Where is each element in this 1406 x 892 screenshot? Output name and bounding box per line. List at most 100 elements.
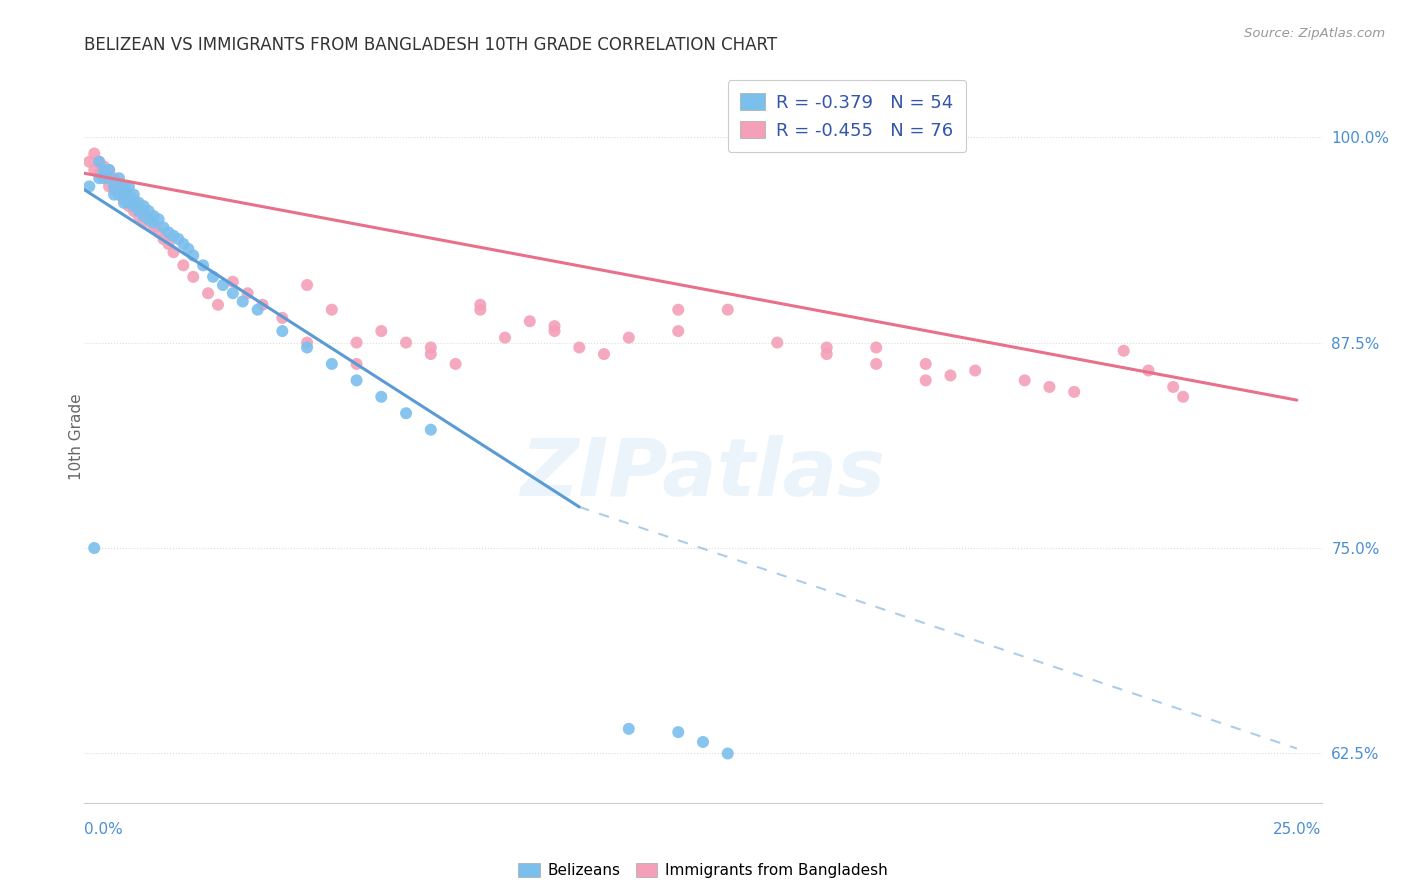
Point [98, 163, 121, 178]
Point [162, 228, 184, 243]
Point [1161, 380, 1184, 394]
Point [766, 335, 789, 350]
Point [232, 294, 254, 309]
Point [138, 204, 160, 219]
Point [128, 204, 150, 219]
Point [132, 216, 155, 230]
Point [295, 335, 318, 350]
Point [202, 269, 225, 284]
Point [181, 248, 204, 262]
Point [103, 187, 125, 202]
Point [142, 209, 165, 223]
Point [666, 324, 689, 338]
Point [93, 163, 115, 178]
Point [370, 324, 392, 338]
Point [148, 226, 170, 240]
Point [167, 232, 190, 246]
Point [83, 163, 105, 178]
Point [346, 373, 368, 387]
Text: 0.0%: 0.0% [84, 822, 124, 837]
Point [152, 220, 174, 235]
Legend: Belizeans, Immigrants from Bangladesh: Belizeans, Immigrants from Bangladesh [512, 857, 894, 885]
Text: ZIPatlas: ZIPatlas [520, 434, 886, 513]
Point [157, 236, 180, 251]
Point [666, 302, 689, 317]
Point [108, 187, 131, 202]
Point [142, 220, 165, 235]
Point [470, 302, 492, 317]
Point [112, 179, 135, 194]
Point [543, 319, 565, 334]
Point [157, 226, 180, 240]
Point [207, 298, 229, 312]
Point [103, 179, 125, 194]
Point [93, 171, 115, 186]
Point [197, 286, 219, 301]
Point [118, 187, 141, 202]
Point [172, 258, 194, 272]
Point [568, 341, 591, 355]
Point [395, 406, 418, 420]
Point [252, 298, 274, 312]
Point [122, 204, 145, 219]
Point [122, 193, 145, 207]
Point [152, 232, 174, 246]
Point [222, 286, 245, 301]
Point [112, 187, 135, 202]
Point [321, 302, 343, 317]
Point [122, 195, 145, 210]
Point [89, 171, 111, 186]
Point [103, 183, 125, 197]
Point [321, 357, 343, 371]
Point [1038, 380, 1060, 394]
Point [1014, 373, 1036, 387]
Point [148, 212, 170, 227]
Point [122, 199, 145, 213]
Point [222, 275, 245, 289]
Point [914, 357, 936, 371]
Point [118, 195, 141, 210]
Point [444, 357, 467, 371]
Point [617, 331, 640, 345]
Point [370, 390, 392, 404]
Text: BELIZEAN VS IMMIGRANTS FROM BANGLADESH 10TH GRADE CORRELATION CHART: BELIZEAN VS IMMIGRANTS FROM BANGLADESH 1… [84, 36, 778, 54]
Point [1171, 390, 1194, 404]
Point [132, 204, 155, 219]
Point [865, 341, 887, 355]
Point [236, 286, 259, 301]
Point [181, 269, 204, 284]
Point [132, 209, 155, 223]
Point [93, 160, 115, 174]
Point [295, 278, 318, 293]
Point [132, 199, 155, 213]
Point [191, 258, 214, 272]
Point [865, 357, 887, 371]
Point [128, 199, 150, 213]
Point [271, 324, 294, 338]
Point [108, 176, 131, 190]
Point [177, 242, 200, 256]
Point [108, 171, 131, 186]
Point [118, 187, 141, 202]
Point [162, 245, 184, 260]
Point [914, 373, 936, 387]
Point [108, 187, 131, 202]
Point [212, 278, 235, 293]
Point [692, 735, 714, 749]
Point [142, 216, 165, 230]
Point [419, 423, 441, 437]
Point [419, 347, 441, 361]
Point [98, 171, 121, 186]
Text: 25.0%: 25.0% [1274, 822, 1322, 837]
Point [1063, 384, 1085, 399]
Point [815, 341, 838, 355]
Point [543, 324, 565, 338]
Point [83, 146, 105, 161]
Point [346, 335, 368, 350]
Point [112, 195, 135, 210]
Point [89, 154, 111, 169]
Point [89, 166, 111, 180]
Point [98, 171, 121, 186]
Point [83, 541, 105, 555]
Text: Source: ZipAtlas.com: Source: ZipAtlas.com [1244, 27, 1385, 40]
